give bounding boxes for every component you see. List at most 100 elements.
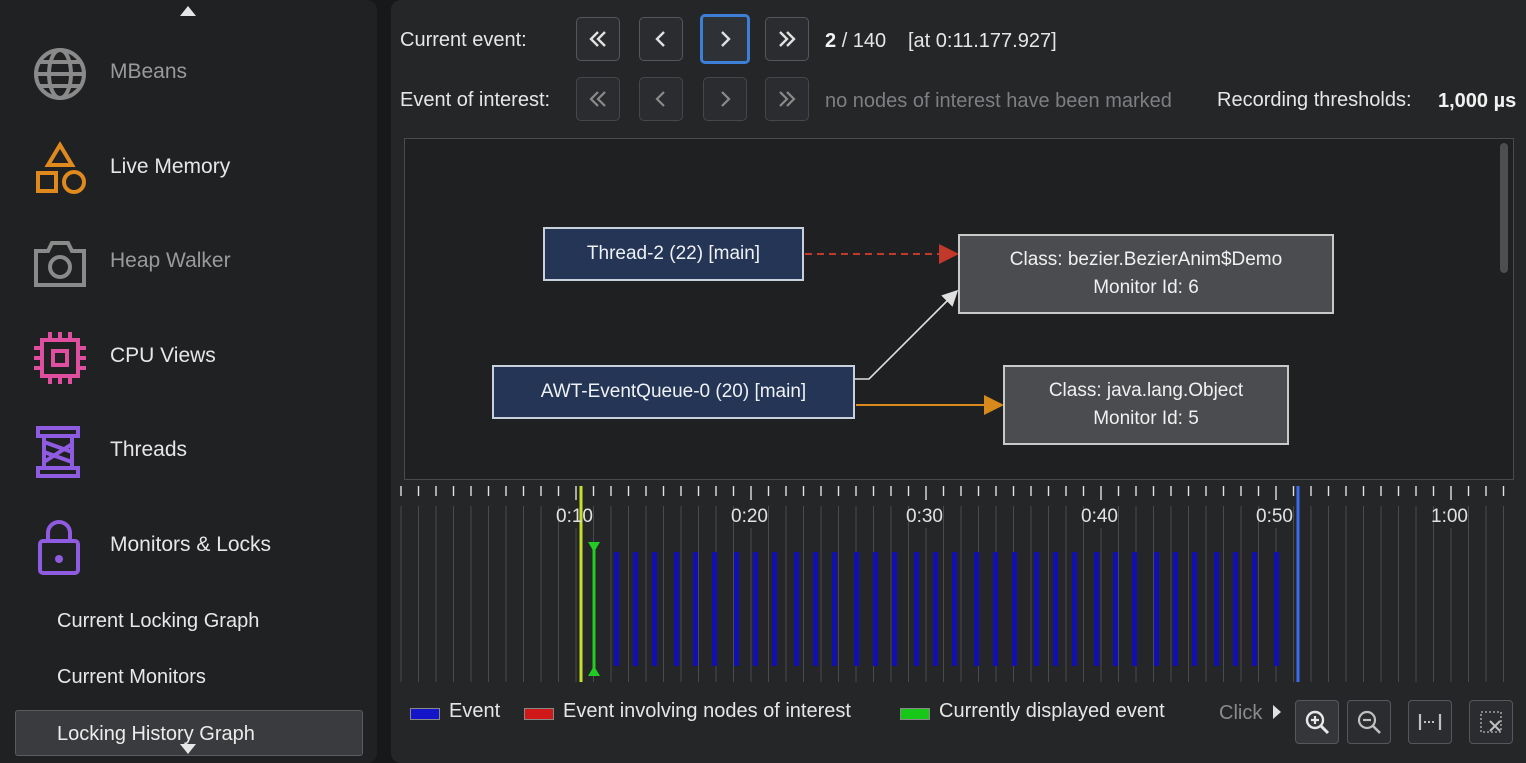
double-chevron-right-icon	[779, 31, 796, 47]
zoom-out-button[interactable]	[1347, 700, 1391, 744]
monitor-node-bezier-demo[interactable]: Class: bezier.BezierAnim$Demo Monitor Id…	[958, 234, 1334, 314]
fit-width-button[interactable]	[1408, 700, 1452, 744]
node-class-label: Class: java.lang.Object	[1048, 380, 1244, 401]
node-label: Thread-2 (22) [main]	[586, 243, 761, 264]
previous-event-button[interactable]	[639, 17, 683, 61]
last-event-button[interactable]	[765, 17, 809, 61]
sidebar-item-cpu-views[interactable]: CPU Views	[0, 318, 377, 398]
timeline-event-bar	[1072, 552, 1077, 666]
timeline-event-bar	[892, 552, 897, 666]
timeline-event-bar	[1274, 552, 1279, 666]
scroll-up-icon[interactable]	[180, 6, 196, 16]
thread-node-thread-2[interactable]: Thread-2 (22) [main]	[543, 227, 804, 281]
sidebar-subitem-current-locking-graph[interactable]: Current Locking Graph	[57, 610, 260, 632]
timeline-tick-label: 0:10	[556, 506, 593, 527]
sidebar: MBeans Live Memory Heap Walker	[0, 0, 377, 763]
hint-expand-icon[interactable]	[1273, 705, 1281, 719]
chip-icon	[34, 332, 86, 384]
event-total: / 140	[841, 30, 887, 52]
timeline-event-bar	[1113, 552, 1118, 666]
timeline-tick-label: 0:50	[1256, 506, 1293, 527]
timeline-event-bar	[1214, 552, 1219, 666]
sidebar-subitem-label: Locking History Graph	[57, 723, 255, 745]
recording-thresholds-value: 1,000 µs	[1438, 90, 1517, 112]
sidebar-item-heap-walker[interactable]: Heap Walker	[0, 223, 377, 303]
timeline-event-bar	[1012, 552, 1017, 666]
reset-selection-icon	[1480, 711, 1502, 733]
node-monitor-id: Monitor Id: 6	[1093, 277, 1199, 298]
timeline-event-bar	[914, 552, 919, 666]
timeline-event-bar	[952, 552, 957, 666]
timeline-event-bar	[1233, 552, 1238, 666]
timeline-tick-label: 0:30	[906, 506, 943, 527]
timeline-event-bar	[772, 552, 777, 666]
legend-swatch-current	[900, 708, 930, 720]
sidebar-item-label: Monitors & Locks	[110, 533, 272, 556]
reset-selection-button[interactable]	[1469, 700, 1513, 744]
main-panel: Current event: 2 / 140 [at 0:11.177.927]…	[391, 0, 1526, 763]
graph-scrollbar[interactable]	[1500, 143, 1508, 273]
sidebar-item-label: Live Memory	[110, 155, 231, 178]
first-event-button[interactable]	[576, 17, 620, 61]
spool-icon	[36, 426, 80, 478]
timeline-event-bar	[933, 552, 938, 666]
sidebar-item-label: Heap Walker	[110, 249, 231, 272]
double-chevron-left-icon	[589, 91, 606, 107]
chevron-right-icon	[721, 91, 731, 107]
zoom-in-button[interactable]	[1295, 700, 1339, 744]
timeline-tick-label: 0:40	[1081, 506, 1118, 527]
timeline-event-bar	[1154, 552, 1159, 666]
sidebar-item-label: CPU Views	[110, 344, 216, 367]
timeline-event-bar	[832, 552, 837, 666]
timeline-canvas	[400, 486, 1505, 682]
shapes-icon	[36, 141, 86, 194]
sidebar-item-monitors-locks[interactable]: Monitors & Locks	[0, 507, 377, 587]
previous-interest-button[interactable]	[639, 77, 683, 121]
timeline-event-bar	[1192, 552, 1197, 666]
thread-node-awt-eventqueue[interactable]: AWT-EventQueue-0 (20) [main]	[492, 365, 855, 419]
monitor-node-java-object[interactable]: Class: java.lang.Object Monitor Id: 5	[1003, 365, 1289, 445]
first-interest-button[interactable]	[576, 77, 620, 121]
legend-swatch-interest	[524, 708, 554, 720]
sidebar-subitem-current-monitors[interactable]: Current Monitors	[57, 666, 206, 688]
click-hint: Click	[1219, 702, 1263, 724]
event-of-interest-label: Event of interest:	[400, 89, 551, 111]
sidebar-item-label: Threads	[110, 438, 188, 461]
locking-graph-canvas[interactable]: Thread-2 (22) [main] AWT-EventQueue-0 (2…	[404, 138, 1514, 480]
timeline-event-bar	[693, 552, 698, 666]
chevron-right-icon	[721, 31, 731, 47]
fit-width-icon	[1418, 714, 1442, 730]
legend-label-interest: Event involving nodes of interest	[563, 700, 851, 722]
legend-label-event: Event	[449, 700, 501, 722]
timeline-event-bar	[873, 552, 878, 666]
next-interest-button[interactable]	[703, 77, 747, 121]
next-event-button[interactable]	[700, 14, 750, 64]
current-event-label: Current event:	[400, 29, 527, 51]
timeline-current-bottom-marker	[588, 666, 600, 676]
timeline[interactable]: 0:10 0:20 0:30 0:40 0:50 1:00	[391, 484, 1526, 684]
no-interest-message: no nodes of interest have been marked	[825, 90, 1172, 112]
node-class-label: Class: bezier.BezierAnim$Demo	[1009, 249, 1283, 270]
owns-edge	[855, 289, 959, 380]
sidebar-item-threads[interactable]: Threads	[0, 412, 377, 492]
chevron-left-icon	[655, 91, 665, 107]
graph-edges	[805, 244, 1004, 415]
timeline-event-bar	[734, 552, 739, 666]
sidebar-item-label: MBeans	[110, 60, 188, 83]
timeline-event-bar	[712, 552, 717, 666]
sidebar-item-live-memory[interactable]: Live Memory	[0, 129, 377, 209]
current-event-index: 2	[825, 30, 837, 52]
legend-label-current: Currently displayed event	[939, 700, 1165, 722]
camera-icon	[34, 241, 86, 287]
last-interest-button[interactable]	[765, 77, 809, 121]
lock-icon	[38, 520, 80, 575]
timeline-tick-label: 0:20	[731, 506, 768, 527]
scroll-down-icon[interactable]	[180, 744, 196, 754]
timeline-event-bar	[614, 552, 619, 666]
legend-swatch-event	[410, 708, 440, 720]
sidebar-item-mbeans[interactable]: MBeans	[0, 34, 377, 114]
double-chevron-left-icon	[589, 31, 606, 47]
timeline-event-bar	[674, 552, 679, 666]
node-monitor-id: Monitor Id: 5	[1093, 408, 1199, 429]
globe-icon	[34, 48, 86, 100]
